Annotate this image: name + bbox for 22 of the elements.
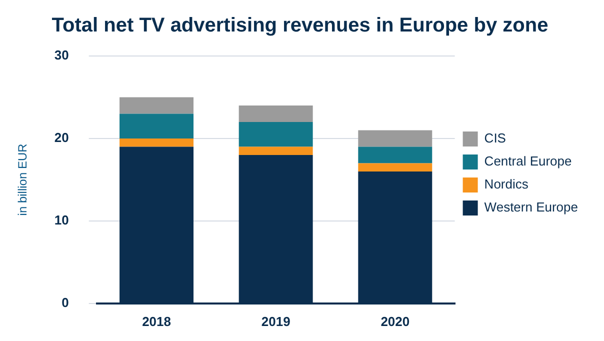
bar xyxy=(238,105,313,122)
bar xyxy=(238,122,313,147)
bar xyxy=(358,146,432,164)
legend-label: Western Europe xyxy=(484,200,578,215)
bar xyxy=(120,114,194,138)
legend-label: CIS xyxy=(484,130,506,146)
bar xyxy=(238,146,313,155)
x-tick-label: 2019 xyxy=(261,314,290,329)
legend-label: Nordics xyxy=(484,176,529,192)
y-tick-label: 0 xyxy=(62,294,69,310)
bar xyxy=(120,138,194,147)
y-tick-label: 10 xyxy=(54,212,69,228)
y-tick-label: 30 xyxy=(54,48,69,63)
x-tick-label: 2018 xyxy=(142,314,171,329)
y-axis-title: in billion EUR xyxy=(16,143,30,216)
x-tick-label: 2020 xyxy=(380,314,410,329)
legend-label: Central Europe xyxy=(484,154,572,169)
bar xyxy=(358,130,432,147)
bar xyxy=(358,163,432,172)
bar xyxy=(120,97,194,114)
y-tick-label: 20 xyxy=(54,130,69,146)
chart-title: Total net TV advertising revenues in Europe by zone xyxy=(52,14,548,37)
